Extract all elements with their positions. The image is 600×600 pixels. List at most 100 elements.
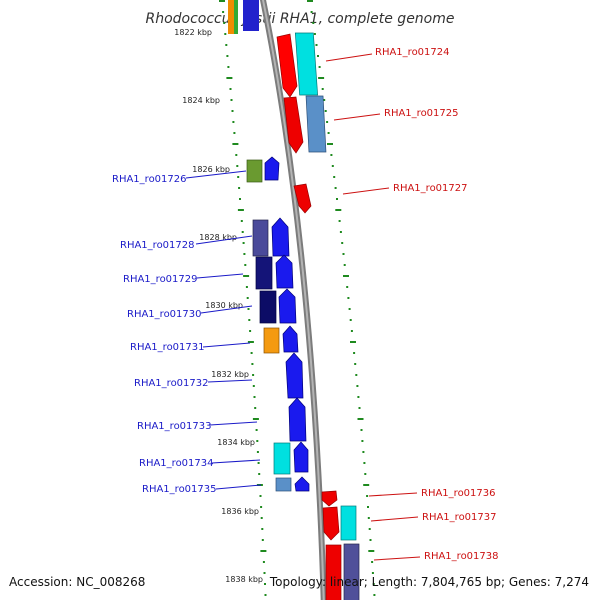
rail-right-tick [330,154,333,156]
label-leaders [185,53,421,561]
rail-right-tick [355,374,358,376]
rail-left-tick [246,297,249,299]
rail-left-tick [260,550,267,552]
gene-arrow-ro01731 [282,325,299,353]
gene-block-ro01734-a [273,442,291,475]
rail-right-tick [371,572,374,574]
rail-right-tick [357,418,364,420]
gene-label-ro01729[interactable]: RHA1_ro01729 [123,274,198,285]
rail-left-tick [263,572,266,574]
rail-left-tick [229,88,232,90]
rail-left-tick [238,187,241,189]
rail-left-tick [227,66,230,68]
rail-right-tick [331,165,334,167]
rail-left-tick [219,0,225,2]
rail-left-tick [248,319,251,321]
scale-label-1828: 1828 kbp [199,233,237,242]
rail-right-tick [350,330,353,332]
genome-backbone [259,0,327,600]
gene-arrow-ro01732 [285,352,304,399]
rail-right-tick [354,363,357,365]
rail-right-tick [368,550,375,552]
rail-left-tick [232,143,239,145]
rail-right-tick [369,539,372,541]
gene-label-ro01728[interactable]: RHA1_ro01728 [120,240,195,251]
gene-arrow-ro01735-b [294,476,310,492]
rail-right-tick [321,88,324,90]
rail-left-tick [240,220,243,222]
rail-right-tick [363,462,366,464]
rail-left-tick [252,385,255,387]
gene-label-ro01724[interactable]: RHA1_ro01724 [375,47,450,58]
genome-summary-text: Topology: linear; Length: 7,804,765 bp; … [269,575,589,589]
rail-right-tick [348,308,351,310]
rail-right-tick [358,407,361,409]
rail-right-tick [318,66,321,68]
scale-label-1830: 1830 kbp [205,301,243,310]
rail-left-tick [264,583,266,585]
scale-label-1826: 1826 kbp [192,165,230,174]
rail-left-tick [256,440,259,442]
rail-left-tick [258,473,261,475]
rail-right-tick [343,275,349,277]
rail-right-tick [336,198,338,200]
gene-label-ro01736[interactable]: RHA1_ro01736 [421,488,496,499]
gene-arrow-ro01729 [275,254,294,289]
gene-label-ro01735[interactable]: RHA1_ro01735 [142,484,217,495]
gene-label-ro01731[interactable]: RHA1_ro01731 [130,342,205,353]
rail-right-tick [350,341,356,343]
rail-right-tick [372,583,375,585]
rail-left-tick [255,429,258,431]
gene-block-ro01725-b [305,95,327,153]
gene-block-ro01728 [252,219,269,257]
gene-labels-left: RHA1_ro01726 RHA1_ro01728 RHA1_ro01729 R… [112,174,217,495]
gene-label-ro01726[interactable]: RHA1_ro01726 [112,174,187,185]
tick-rails [219,0,376,596]
gene-features [246,32,360,600]
rail-right-tick [327,143,333,145]
rail-left-tick [225,44,228,46]
rail-left-tick [226,55,229,57]
rail-left-tick [261,528,264,530]
scale-labels: 1822 kbp 1824 kbp 1826 kbp 1828 kbp 1830… [174,28,263,584]
gene-block-ro01731 [263,327,280,354]
rail-left-tick [237,176,240,178]
accession-text: Accession: NC_008268 [9,575,145,589]
rail-left-tick [264,594,267,596]
rail-left-tick [243,275,250,277]
rail-right-tick [361,440,364,442]
gene-arrow-ro01730 [278,288,297,324]
gene-label-ro01733[interactable]: RHA1_ro01733 [137,421,212,432]
rail-left-tick [243,253,246,255]
gene-arrow-ro01727 [293,183,312,214]
gene-label-ro01727[interactable]: RHA1_ro01727 [393,183,468,194]
gene-label-ro01730[interactable]: RHA1_ro01730 [127,309,202,320]
rail-right-tick [357,396,360,398]
rail-left-tick [262,561,265,563]
gene-label-ro01738[interactable]: RHA1_ro01738 [424,551,499,562]
rail-left-tick [260,517,263,519]
rail-right-tick [349,319,352,321]
rail-left-tick [224,33,227,35]
rail-left-tick [259,495,262,497]
rail-left-tick [254,407,257,409]
gene-block-ro01737-b [340,505,357,541]
rail-left-tick [257,462,260,464]
rail-right-tick [341,242,344,244]
gene-label-ro01725[interactable]: RHA1_ro01725 [384,108,459,119]
rail-right-tick [326,121,329,123]
scale-label-1834: 1834 kbp [217,438,255,447]
gene-block-ro01738-a [325,544,342,600]
gene-label-ro01734[interactable]: RHA1_ro01734 [139,458,214,469]
rail-right-tick [346,286,349,288]
gene-arrow-ro01728 [271,217,290,257]
gene-label-ro01737[interactable]: RHA1_ro01737 [422,512,497,523]
gene-label-ro01732[interactable]: RHA1_ro01732 [134,378,209,389]
rail-left-tick [232,121,235,123]
rail-right-tick [363,484,370,486]
scale-label-1822: 1822 kbp [174,28,212,37]
partial-features-top [228,0,259,34]
rail-right-tick [367,517,370,519]
map-title: Rhodococcus jostii RHA1, complete genome [145,11,454,27]
